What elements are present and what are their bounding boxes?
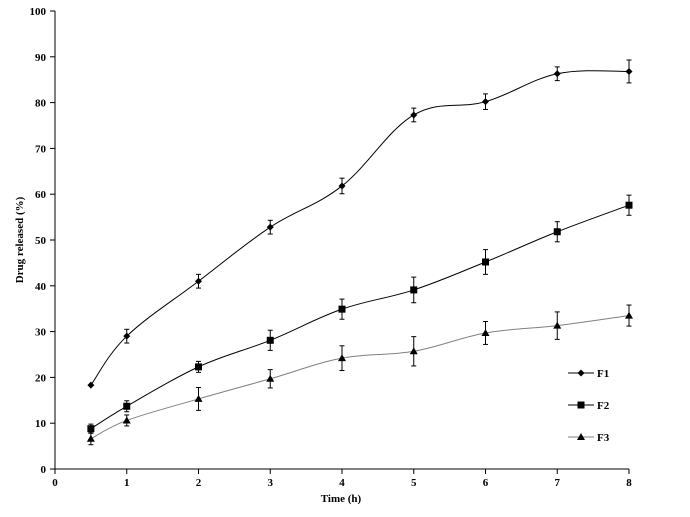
y-tick-label: 50 bbox=[35, 235, 47, 247]
data-point bbox=[195, 277, 202, 285]
data-point bbox=[482, 98, 489, 106]
data-point bbox=[625, 311, 633, 319]
data-point bbox=[625, 67, 633, 75]
legend-item-f1: F1 bbox=[568, 368, 609, 380]
x-axis-title: Time (h) bbox=[321, 493, 362, 505]
data-point bbox=[123, 402, 131, 410]
data-point bbox=[553, 70, 561, 78]
series-f1 bbox=[87, 59, 633, 389]
legend-marker bbox=[577, 433, 585, 440]
legend-label: F1 bbox=[597, 368, 609, 380]
x-tick-label: 7 bbox=[555, 477, 561, 489]
data-point bbox=[266, 374, 275, 382]
series-line-f3 bbox=[90, 315, 630, 440]
y-tick-label: 60 bbox=[35, 189, 47, 201]
legend-marker bbox=[577, 401, 585, 409]
data-point bbox=[194, 394, 203, 402]
legend-label: F2 bbox=[597, 400, 610, 412]
x-tick-label: 3 bbox=[268, 477, 274, 489]
y-tick-label: 100 bbox=[30, 6, 47, 18]
x-tick-label: 1 bbox=[124, 477, 130, 489]
series-layer bbox=[86, 59, 633, 446]
data-point bbox=[481, 328, 490, 336]
data-point bbox=[87, 381, 95, 389]
y-tick-label: 30 bbox=[35, 327, 47, 339]
axes: 0 10 20 30 40 50 60 70 80 90 100 0 1 2 3 4 5 6 7 8 bbox=[30, 6, 633, 489]
data-point bbox=[266, 223, 274, 231]
x-tick-label: 5 bbox=[411, 477, 417, 489]
data-point bbox=[338, 305, 346, 313]
y-tick-label: 40 bbox=[35, 281, 47, 293]
y-axis-title: Drug released (%) bbox=[14, 196, 26, 283]
data-point bbox=[86, 434, 95, 442]
series-f3 bbox=[86, 304, 633, 446]
data-point bbox=[338, 354, 346, 362]
legend: F1 F2 F3 bbox=[568, 368, 610, 444]
data-point bbox=[409, 347, 418, 355]
x-tick-label: 8 bbox=[626, 477, 632, 489]
series-line-f2 bbox=[90, 204, 630, 430]
data-point bbox=[338, 182, 346, 190]
legend-label: F3 bbox=[597, 432, 610, 444]
data-point bbox=[123, 332, 131, 340]
data-point bbox=[87, 425, 95, 433]
y-tick-label: 90 bbox=[35, 52, 47, 64]
y-tick-label: 80 bbox=[35, 98, 47, 110]
data-point bbox=[410, 286, 418, 294]
legend-item-f3: F3 bbox=[568, 432, 610, 444]
data-point bbox=[625, 201, 633, 209]
y-tick-label: 10 bbox=[35, 418, 47, 430]
x-tick-label: 6 bbox=[483, 477, 489, 489]
data-point bbox=[482, 258, 489, 266]
x-tick-label: 4 bbox=[339, 477, 345, 489]
y-tick-label: 70 bbox=[35, 143, 47, 155]
legend-marker bbox=[577, 369, 585, 377]
y-tick-label: 20 bbox=[35, 372, 47, 384]
y-tick-label: 0 bbox=[41, 464, 47, 476]
series-line-f1 bbox=[90, 70, 630, 386]
x-tick-label: 0 bbox=[52, 477, 58, 489]
series-f2 bbox=[87, 194, 633, 434]
data-point bbox=[410, 111, 418, 119]
data-point bbox=[266, 336, 274, 344]
x-tick-label: 2 bbox=[196, 477, 202, 489]
legend-item-f2: F2 bbox=[568, 400, 610, 412]
data-point bbox=[122, 416, 131, 424]
data-point bbox=[553, 228, 561, 236]
data-point bbox=[553, 321, 562, 329]
data-point bbox=[195, 363, 202, 371]
